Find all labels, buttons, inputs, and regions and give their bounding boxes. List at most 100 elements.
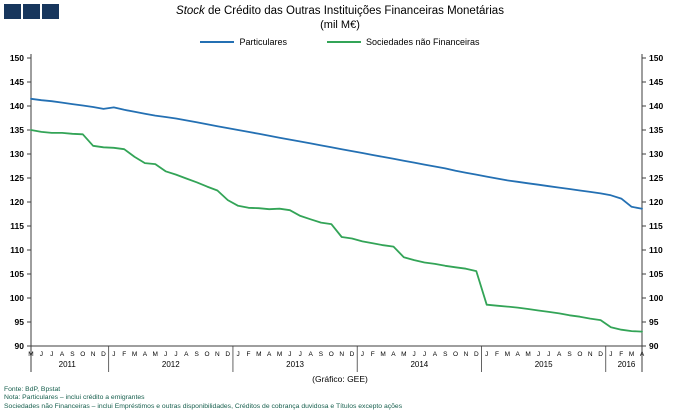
chart-title-emphasis: Stock — [176, 5, 205, 17]
year-label: 2012 — [162, 360, 180, 369]
x-tick-label: N — [215, 351, 220, 358]
x-tick-label: A — [267, 351, 272, 358]
x-tick-label: A — [557, 351, 562, 358]
x-tick-label: J — [299, 351, 302, 358]
logo-square — [4, 4, 21, 19]
y-tick-label: 140 — [649, 101, 663, 111]
chart-title-rest: de Crédito das Outras Instituições Finan… — [204, 5, 504, 17]
x-tick-label: A — [308, 351, 313, 358]
y-tick-label: 110 — [10, 245, 24, 255]
x-tick-label: J — [485, 351, 488, 358]
x-tick-label: A — [516, 351, 521, 358]
x-tick-label: O — [329, 351, 334, 358]
y-tick-label: 130 — [649, 149, 663, 159]
series-line-particulares — [30, 97, 643, 210]
x-tick-label: J — [50, 351, 53, 358]
x-tick-label: J — [112, 351, 115, 358]
legend-item-sociedades: Sociedades não Financeiras — [326, 37, 480, 47]
year-label: 2011 — [59, 360, 77, 369]
x-tick-label: F — [122, 351, 126, 358]
x-tick-label: F — [495, 351, 499, 358]
x-tick-label: A — [184, 351, 189, 358]
x-tick-label: J — [537, 351, 540, 358]
x-tick-label: A — [60, 351, 65, 358]
y-tick-label: 100 — [10, 293, 24, 303]
x-tick-label: A — [433, 351, 438, 358]
footer-note-line: Nota: Particulares – inclui crédito a em… — [4, 394, 145, 402]
year-label: 2016 — [618, 360, 636, 369]
footer-notes: Fonte: BdP, Bpstat Nota: Particulares – … — [4, 386, 402, 411]
y-tick-label: 145 — [10, 77, 24, 87]
x-tick-label: J — [236, 351, 239, 358]
x-tick-label: O — [453, 351, 458, 358]
y-tick-label: 130 — [10, 149, 24, 159]
y-tick-label: 125 — [649, 173, 663, 183]
y-tick-label: 105 — [649, 269, 663, 279]
x-tick-label: J — [174, 351, 177, 358]
x-tick-label: M — [525, 351, 530, 358]
logo-square — [42, 4, 59, 19]
y-tick-label: 90 — [15, 341, 25, 351]
y-tick-label: 140 — [10, 101, 24, 111]
x-tick-label: S — [195, 351, 200, 358]
legend: Particulares Sociedades não Financeiras — [0, 37, 680, 47]
y-tick-label: 120 — [10, 197, 24, 207]
x-tick-label: N — [588, 351, 593, 358]
x-tick-label: N — [91, 351, 96, 358]
footer-note-line: Sociedades não Financeiras – inclui Empr… — [4, 402, 403, 410]
y-tick-label: 105 — [10, 269, 24, 279]
x-tick-label: D — [101, 351, 106, 358]
y-tick-label: 115 — [649, 221, 663, 231]
x-tick-label: J — [164, 351, 167, 358]
legend-item-particulares: Particulares — [200, 37, 287, 47]
chart-subtitle: (mil M€) — [320, 19, 360, 31]
y-tick-label: 135 — [649, 125, 663, 135]
year-label: 2014 — [410, 360, 428, 369]
y-tick-label: 125 — [10, 173, 24, 183]
y-tick-label: 115 — [10, 221, 24, 231]
y-tick-label: 95 — [15, 317, 25, 327]
x-tick-label: D — [474, 351, 479, 358]
x-tick-label: M — [28, 351, 33, 358]
x-tick-label: S — [443, 351, 448, 358]
x-tick-label: M — [380, 351, 385, 358]
y-tick-label: 135 — [10, 125, 24, 135]
logo — [4, 4, 59, 19]
series-line-sociedades-n-o-financeiras — [30, 129, 643, 333]
x-tick-label: F — [371, 351, 375, 358]
x-tick-label: D — [598, 351, 603, 358]
x-tick-label: O — [577, 351, 582, 358]
x-tick-label: M — [256, 351, 261, 358]
y-tick-label: 150 — [649, 53, 663, 63]
y-tick-label: 90 — [649, 341, 659, 351]
year-label: 2015 — [535, 360, 553, 369]
chart-canvas: 90 90 95 95 100 100 105 105 110 110 115 115 120 120 12… — [10, 53, 663, 372]
x-tick-label: M — [132, 351, 137, 358]
x-tick-label: J — [40, 351, 43, 358]
y-tick-label: 95 — [649, 317, 659, 327]
chart-credit: (Gráfico: GEE) — [312, 374, 368, 384]
x-tick-label: J — [413, 351, 416, 358]
x-tick-label: N — [339, 351, 344, 358]
x-tick-label: J — [423, 351, 426, 358]
x-tick-label: J — [361, 351, 364, 358]
x-tick-label: S — [319, 351, 324, 358]
x-tick-label: D — [350, 351, 355, 358]
x-tick-label: F — [246, 351, 250, 358]
x-tick-label: F — [619, 351, 623, 358]
x-tick-label: O — [80, 351, 85, 358]
y-tick-label: 100 — [649, 293, 663, 303]
x-tick-label: J — [288, 351, 291, 358]
logo-square — [23, 4, 40, 19]
x-tick-label: A — [391, 351, 396, 358]
x-tick-label: S — [567, 351, 572, 358]
x-tick-label: S — [70, 351, 75, 358]
y-tick-label: 150 — [10, 53, 24, 63]
x-tick-label: A — [143, 351, 148, 358]
x-tick-label: A — [640, 351, 645, 358]
legend-marker — [200, 41, 235, 43]
x-tick-label: O — [205, 351, 210, 358]
x-tick-label: N — [464, 351, 469, 358]
x-tick-label: M — [153, 351, 158, 358]
legend-label: Sociedades não Financeiras — [365, 37, 480, 47]
